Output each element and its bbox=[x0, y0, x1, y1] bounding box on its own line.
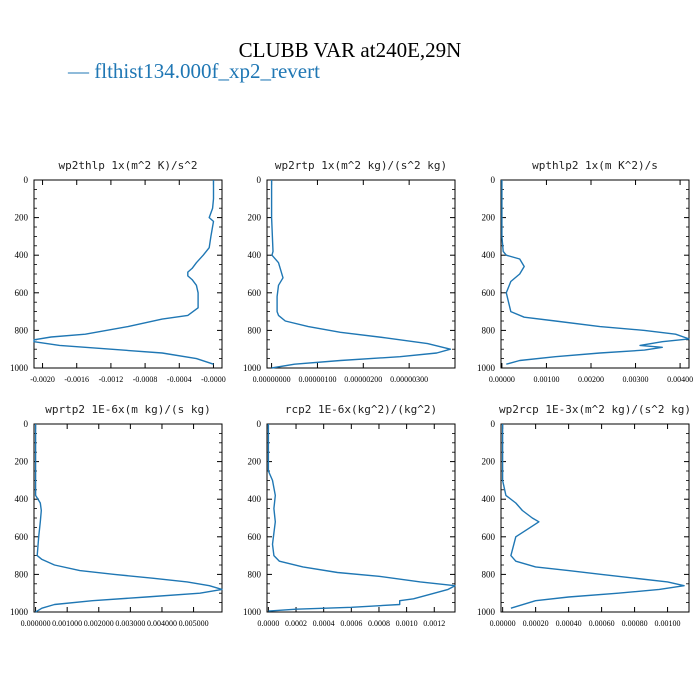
y-tick-label: 400 bbox=[482, 494, 496, 504]
panel-title: wp2thlp 1x(m^2 K)/s^2 bbox=[58, 159, 197, 172]
x-tick-label: 0.00400 bbox=[667, 375, 693, 384]
y-tick-label: 600 bbox=[248, 288, 262, 298]
x-tick-label: -0.0004 bbox=[167, 375, 192, 384]
x-tick-label: -0.0012 bbox=[99, 375, 124, 384]
panel-title: wp2rcp 1E-3x(m^2 kg)/(s^2 kg) bbox=[499, 403, 691, 416]
y-tick-label: 600 bbox=[482, 288, 496, 298]
plot-frame bbox=[266, 179, 456, 369]
y-tick-label: 1000 bbox=[477, 607, 496, 617]
x-tick-label: 0.00000 bbox=[490, 619, 516, 628]
x-tick-label: 0.00200 bbox=[578, 375, 604, 384]
plot-frame bbox=[500, 423, 690, 613]
y-tick-label: 400 bbox=[248, 494, 262, 504]
x-tick-label: -0.0000 bbox=[201, 375, 226, 384]
plot-frame bbox=[33, 179, 223, 369]
legend-line-icon: — bbox=[68, 59, 89, 83]
x-tick-label: 0.004000 bbox=[147, 619, 177, 628]
x-tick-label: 0.0008 bbox=[368, 619, 390, 628]
x-tick-label: 0.00000300 bbox=[390, 375, 428, 384]
y-tick-label: 0 bbox=[257, 419, 262, 429]
panel-title: wp2rtp 1x(m^2 kg)/(s^2 kg) bbox=[275, 159, 447, 172]
x-tick-label: 0.0006 bbox=[340, 619, 362, 628]
x-tick-label: 0.00040 bbox=[556, 619, 582, 628]
y-tick-label: 600 bbox=[482, 532, 496, 542]
x-tick-label: -0.0016 bbox=[64, 375, 89, 384]
x-tick-label: 0.00000200 bbox=[344, 375, 382, 384]
series-line bbox=[501, 180, 690, 365]
y-tick-label: 1000 bbox=[243, 363, 262, 373]
series-line bbox=[270, 180, 452, 369]
x-tick-label: 0.0010 bbox=[396, 619, 418, 628]
y-tick-label: 800 bbox=[482, 569, 496, 579]
y-tick-label: 400 bbox=[15, 494, 29, 504]
x-tick-label: -0.0008 bbox=[133, 375, 158, 384]
y-tick-label: 800 bbox=[482, 325, 496, 335]
x-tick-label: 0.00100 bbox=[533, 375, 559, 384]
x-tick-label: 0.00000 bbox=[489, 375, 515, 384]
y-tick-label: 1000 bbox=[243, 607, 262, 617]
x-tick-label: 0.00060 bbox=[589, 619, 615, 628]
y-tick-label: 800 bbox=[248, 569, 262, 579]
y-tick-label: 400 bbox=[482, 250, 496, 260]
y-tick-label: 1000 bbox=[10, 607, 29, 617]
y-tick-label: 1000 bbox=[477, 363, 496, 373]
panel-title: wpthlp2 1x(m K^2)/s bbox=[532, 159, 658, 172]
y-tick-label: 0 bbox=[24, 175, 29, 185]
y-tick-label: 1000 bbox=[10, 363, 29, 373]
plot-frame bbox=[33, 423, 223, 613]
legend: — flthist134.000f_xp2_revert bbox=[68, 59, 320, 84]
y-tick-label: 200 bbox=[15, 213, 29, 223]
x-tick-label: 0.00080 bbox=[622, 619, 648, 628]
y-tick-label: 0 bbox=[491, 419, 496, 429]
x-tick-label: -0.0020 bbox=[30, 375, 55, 384]
x-tick-label: 0.0004 bbox=[313, 619, 335, 628]
y-tick-label: 800 bbox=[248, 325, 262, 335]
y-tick-label: 200 bbox=[248, 213, 262, 223]
x-tick-label: 0.00000000 bbox=[253, 375, 291, 384]
series-line bbox=[267, 424, 456, 612]
y-tick-label: 800 bbox=[15, 569, 29, 579]
plot-frame bbox=[266, 423, 456, 613]
plot-frame bbox=[500, 179, 690, 369]
x-tick-label: 0.00100 bbox=[655, 619, 681, 628]
y-tick-label: 400 bbox=[15, 250, 29, 260]
x-tick-label: 0.002000 bbox=[84, 619, 114, 628]
panel-title: wprtp2 1E-6x(m kg)/(s kg) bbox=[45, 403, 211, 416]
x-tick-label: 0.00000100 bbox=[298, 375, 336, 384]
y-tick-label: 200 bbox=[482, 213, 496, 223]
x-tick-label: 0.00020 bbox=[523, 619, 549, 628]
y-tick-label: 600 bbox=[15, 288, 29, 298]
panel-title: rcp2 1E-6x(kg^2)/(kg^2) bbox=[285, 403, 437, 416]
y-tick-label: 0 bbox=[257, 175, 262, 185]
series-line bbox=[501, 424, 685, 609]
y-tick-label: 800 bbox=[15, 325, 29, 335]
y-tick-label: 0 bbox=[491, 175, 496, 185]
x-tick-label: 0.000000 bbox=[21, 619, 51, 628]
x-tick-label: 0.0012 bbox=[423, 619, 445, 628]
x-tick-label: 0.00300 bbox=[623, 375, 649, 384]
x-tick-label: 0.005000 bbox=[179, 619, 209, 628]
chart-title: CLUBB VAR at240E,29N bbox=[238, 38, 462, 62]
y-tick-label: 600 bbox=[248, 532, 262, 542]
y-tick-label: 200 bbox=[15, 457, 29, 467]
y-tick-label: 400 bbox=[248, 250, 262, 260]
x-tick-label: 0.0002 bbox=[285, 619, 307, 628]
x-tick-label: 0.003000 bbox=[115, 619, 145, 628]
x-tick-label: 0.001000 bbox=[52, 619, 82, 628]
y-tick-label: 600 bbox=[15, 532, 29, 542]
x-tick-label: 0.0000 bbox=[257, 619, 279, 628]
y-tick-label: 200 bbox=[482, 457, 496, 467]
y-tick-label: 200 bbox=[248, 457, 262, 467]
series-line bbox=[34, 424, 223, 613]
y-tick-label: 0 bbox=[24, 419, 29, 429]
series-line bbox=[33, 180, 215, 365]
legend-series-label: flthist134.000f_xp2_revert bbox=[94, 59, 320, 83]
